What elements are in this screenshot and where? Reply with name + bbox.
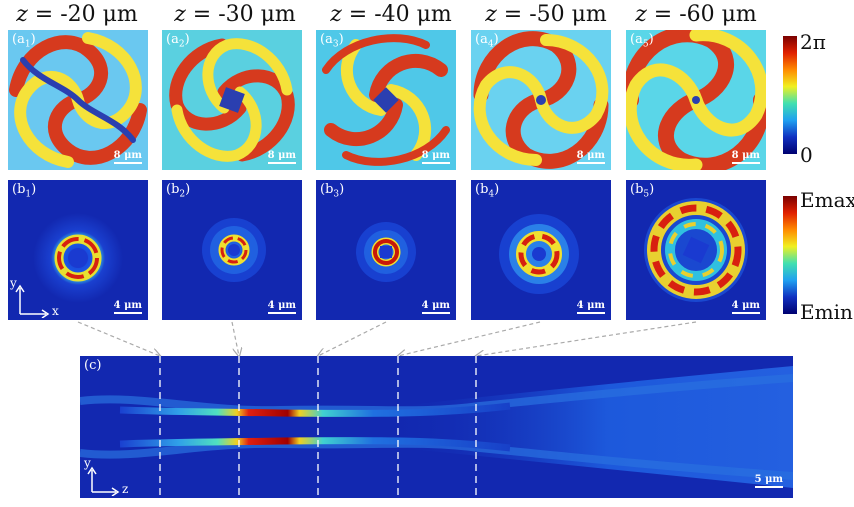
intensity-panel-b4: (b4) 4 μm [471, 180, 611, 320]
scale-bar-a5: 8 μm [731, 150, 760, 164]
axis-z-label-c: z [122, 482, 129, 496]
propagation-panel-c: (c) y z 5 μm [80, 356, 793, 498]
scale-bar-b4: 4 μm [576, 300, 605, 314]
title-z-50: z = -50 μm [485, 2, 607, 27]
yz-axes-indicator: y z [84, 456, 130, 496]
phase-panel-a5: (a5) 8 μm [626, 30, 766, 170]
scale-bar-b2: 4 μm [267, 300, 296, 314]
intensity-panel-b5: (b5) 4 μm [626, 180, 766, 320]
phase-panel-a3: (a3) 8 μm [316, 30, 456, 170]
connector-b1 [77, 321, 160, 356]
scale-bar-b1: 4 μm [113, 300, 142, 314]
phase-panel-a4: (a4) 8 μm [471, 30, 611, 170]
connector-b5 [476, 321, 697, 356]
panel-label-c: (c) [84, 358, 102, 373]
panel-label-a3: (a3) [320, 32, 344, 50]
phase-panel-a1: (a1) 8 μm [8, 30, 148, 170]
panel-label-b4: (b4) [475, 182, 500, 200]
connector-b3 [318, 321, 387, 356]
axis-y-label: y [10, 276, 17, 290]
panel-label-b3: (b3) [320, 182, 345, 200]
scale-bar-a2: 8 μm [267, 150, 296, 164]
phase-panel-a2: (a2) 8 μm [162, 30, 302, 170]
title-z-30: z = -30 μm [174, 2, 296, 27]
panel-label-b5: (b5) [630, 182, 655, 200]
scale-bar-a3: 8 μm [421, 150, 450, 164]
title-z-40: z = -40 μm [330, 2, 452, 27]
title-z-20: z = -20 μm [16, 2, 138, 27]
intensity-panel-b2: (b2) 4 μm [162, 180, 302, 320]
panel-label-a4: (a4) [475, 32, 499, 50]
title-z-60: z = -60 μm [635, 2, 757, 27]
phase-colorbar [783, 36, 797, 154]
field-colorbar-max: Emax [800, 188, 854, 212]
field-colorbar [783, 196, 797, 314]
scale-bar-c: 5 μm [754, 474, 783, 488]
scale-bar-a4: 8 μm [576, 150, 605, 164]
panel-label-a2: (a2) [166, 32, 190, 50]
field-colorbar-min: Emin [800, 300, 853, 324]
panel-label-b1: (b1) [12, 182, 37, 200]
panel-label-b2: (b2) [166, 182, 191, 200]
xy-axes-indicator: y x [10, 276, 59, 318]
intensity-panel-b3: (b3) 4 μm [316, 180, 456, 320]
phase-colorbar-max: 2π [800, 30, 826, 54]
axis-y-label-c: y [84, 456, 91, 470]
phase-colorbar-min: 0 [800, 143, 813, 167]
intensity-panel-b1: (b1) y x 4 μm [8, 180, 148, 320]
scale-bar-a1: 8 μm [113, 150, 142, 164]
axis-x-label: x [52, 304, 59, 318]
panel-label-a5: (a5) [630, 32, 654, 50]
scale-bar-b5: 4 μm [731, 300, 760, 314]
scale-bar-b3: 4 μm [421, 300, 450, 314]
connector-b4 [398, 321, 541, 356]
panel-label-a1: (a1) [12, 32, 36, 50]
connector-b2 [231, 321, 239, 356]
